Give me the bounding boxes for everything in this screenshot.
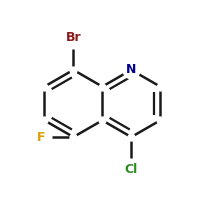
- Text: F: F: [37, 131, 45, 144]
- Text: Br: Br: [66, 31, 81, 44]
- Text: N: N: [126, 63, 136, 76]
- Text: Cl: Cl: [125, 163, 138, 176]
